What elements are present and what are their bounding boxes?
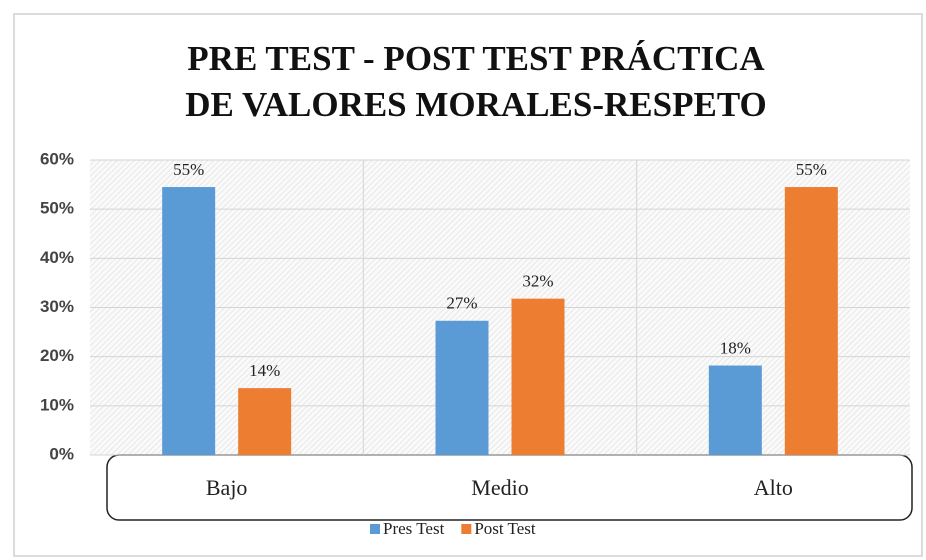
- chart-title: DE VALORES MORALES-RESPETO: [185, 85, 767, 124]
- x-tick-label: Alto: [754, 475, 793, 500]
- legend-swatch: [461, 524, 472, 534]
- bar: [435, 320, 489, 455]
- y-tick-label: 60%: [40, 149, 74, 168]
- y-tick-label: 50%: [40, 199, 74, 218]
- bar: [511, 298, 565, 455]
- x-tick-label: Medio: [471, 475, 528, 500]
- y-tick-label: 30%: [40, 297, 74, 316]
- y-tick-label: 20%: [40, 346, 74, 365]
- data-label: 55%: [173, 160, 204, 179]
- x-tick-label: Bajo: [206, 475, 248, 500]
- legend-label: Pres Test: [383, 519, 445, 538]
- y-tick-label: 10%: [40, 395, 74, 414]
- y-tick-label: 0%: [49, 444, 74, 463]
- data-label: 27%: [446, 294, 477, 313]
- data-label: 14%: [249, 361, 280, 380]
- data-label: 55%: [796, 160, 827, 179]
- bar: [162, 187, 216, 455]
- y-tick-label: 40%: [40, 248, 74, 267]
- data-label: 32%: [522, 272, 553, 291]
- bar: [784, 187, 838, 455]
- chart-title: PRE TEST - POST TEST PRÁCTICA: [187, 39, 765, 78]
- legend-label: Post Test: [474, 519, 536, 538]
- bar: [238, 388, 292, 455]
- data-label: 18%: [720, 338, 751, 357]
- legend-swatch: [370, 524, 380, 534]
- bar: [708, 365, 762, 455]
